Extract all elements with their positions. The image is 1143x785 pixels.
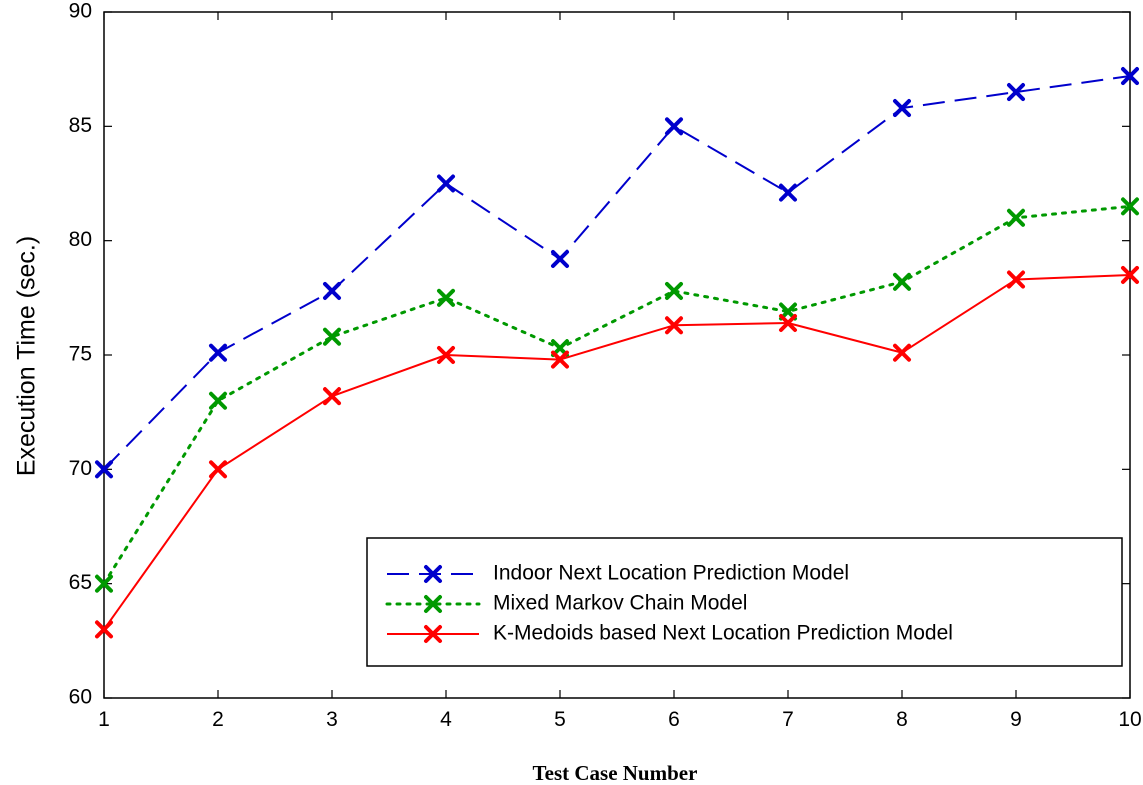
marker-stroke xyxy=(424,595,442,613)
x-tick-label: 2 xyxy=(212,708,224,731)
y-tick-label: 90 xyxy=(69,0,92,23)
legend-label: K-Medoids based Next Location Prediction… xyxy=(493,622,953,645)
marker-stroke xyxy=(665,281,683,300)
marker-stroke xyxy=(323,281,341,300)
marker-stroke xyxy=(665,117,683,136)
x-tick-label: 6 xyxy=(668,708,680,731)
marker-stroke xyxy=(95,574,113,593)
data-point xyxy=(1007,270,1025,289)
data-point xyxy=(893,343,911,362)
y-tick-label: 80 xyxy=(69,228,92,251)
marker-stroke xyxy=(1007,270,1025,289)
marker-stroke xyxy=(893,99,911,118)
data-point xyxy=(665,117,683,136)
series-line xyxy=(103,75,1131,471)
legend: Indoor Next Location Prediction Model Mix… xyxy=(366,537,1123,667)
marker-stroke xyxy=(893,343,911,362)
series-group xyxy=(95,67,1139,639)
legend-marker xyxy=(424,595,442,613)
legend-box xyxy=(366,537,1123,667)
x-tick-label: 4 xyxy=(440,708,452,731)
series-line xyxy=(103,273,1131,630)
marker-stroke xyxy=(437,174,455,193)
legend-marker xyxy=(424,625,442,643)
x-tick-label: 5 xyxy=(554,708,566,731)
data-point xyxy=(779,183,797,202)
data-point xyxy=(437,174,455,193)
data-point xyxy=(323,387,341,406)
data-point xyxy=(1121,265,1139,284)
x-tick-label: 9 xyxy=(1010,708,1022,731)
data-point xyxy=(1007,208,1025,227)
marker-stroke xyxy=(424,565,442,583)
data-point xyxy=(95,574,113,593)
marker-stroke xyxy=(209,391,227,410)
legend-entry: K-Medoids based Next Location Prediction… xyxy=(387,622,953,645)
marker-stroke xyxy=(323,327,341,346)
data-point xyxy=(1121,67,1139,86)
marker-stroke xyxy=(551,249,569,268)
x-tick-label: 1 xyxy=(98,708,110,731)
data-point xyxy=(209,391,227,410)
data-point xyxy=(665,316,683,335)
data-point xyxy=(209,343,227,362)
y-tick-label: 65 xyxy=(69,571,92,594)
y-axis-label: Execution Time (sec.) xyxy=(13,236,41,476)
marker-stroke xyxy=(1121,265,1139,284)
marker-stroke xyxy=(779,183,797,202)
data-point xyxy=(665,281,683,300)
data-point xyxy=(323,327,341,346)
data-point xyxy=(1007,83,1025,102)
y-tick-label: 60 xyxy=(69,686,92,709)
x-tick-label: 10 xyxy=(1118,708,1141,731)
y-tick-label: 75 xyxy=(69,343,92,366)
y-tick-label: 70 xyxy=(69,457,92,480)
data-point xyxy=(437,288,455,307)
x-tick-label: 3 xyxy=(326,708,338,731)
marker-stroke xyxy=(437,346,455,364)
data-point xyxy=(779,313,797,332)
marker-stroke xyxy=(1007,83,1025,102)
marker-stroke xyxy=(209,343,227,362)
data-point xyxy=(551,350,569,369)
marker-stroke xyxy=(209,460,227,479)
marker-stroke xyxy=(779,313,797,332)
legend-entry: Indoor Next Location Prediction Model xyxy=(387,562,849,585)
marker-stroke xyxy=(1007,208,1025,227)
series-line xyxy=(102,204,1132,586)
marker-stroke xyxy=(551,350,569,369)
legend-marker xyxy=(424,565,442,583)
data-point xyxy=(209,460,227,479)
data-point xyxy=(95,460,113,479)
legend-label: Indoor Next Location Prediction Model xyxy=(493,562,849,585)
marker-stroke xyxy=(95,620,113,639)
legend-label: Mixed Markov Chain Model xyxy=(493,592,747,615)
data-point xyxy=(893,272,911,291)
series-1 xyxy=(95,67,1139,479)
marker-stroke xyxy=(95,460,113,479)
data-point xyxy=(437,346,455,364)
x-tick-label: 7 xyxy=(782,708,794,731)
axes: 1 2 3 4 5 6 7 8 9 10 60 65 70 75 80 85 90 xyxy=(69,0,1142,731)
data-point xyxy=(893,99,911,118)
marker-stroke xyxy=(323,387,341,406)
marker-stroke xyxy=(893,272,911,291)
series-2 xyxy=(95,197,1139,593)
data-point xyxy=(551,249,569,268)
marker-stroke xyxy=(437,288,455,307)
data-point xyxy=(323,281,341,300)
marker-stroke xyxy=(1121,67,1139,86)
x-axis-label: Test Case Number xyxy=(533,761,698,785)
series-3 xyxy=(95,265,1139,639)
data-point xyxy=(95,620,113,639)
marker-stroke xyxy=(665,316,683,335)
y-tick-label: 85 xyxy=(69,114,92,137)
marker-stroke xyxy=(424,625,442,643)
data-point xyxy=(1121,197,1139,216)
x-tick-label: 8 xyxy=(896,708,908,731)
legend-entry: Mixed Markov Chain Model xyxy=(385,592,747,615)
marker-stroke xyxy=(1121,197,1139,216)
